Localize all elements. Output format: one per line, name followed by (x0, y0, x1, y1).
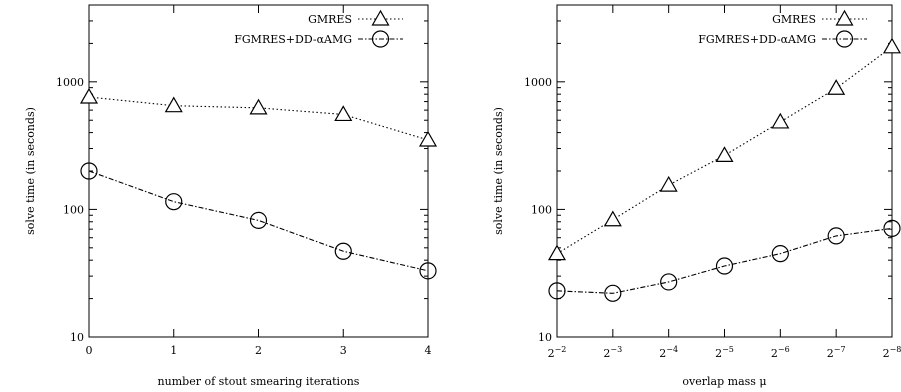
y-tick-label: 100 (63, 203, 84, 216)
series-line-fgmres-dd-amg (88, 170, 429, 272)
x-tick-label: 2−3 (603, 345, 622, 360)
data-point-gmres (659, 175, 678, 192)
x-tick-label: 2−5 (715, 345, 734, 360)
x-tick-label: 2−8 (883, 345, 901, 360)
legend-label: GMRES (308, 13, 352, 26)
y-tick-label: 1000 (524, 76, 552, 89)
plot-frame (88, 4, 429, 338)
data-point-gmres (164, 96, 183, 113)
legend-marker (835, 30, 854, 48)
data-point-fgmres-dd-amg (334, 242, 352, 260)
series-line-gmres (88, 96, 429, 141)
data-point-fgmres-dd-amg (419, 262, 437, 280)
x-tick-label: 1 (170, 344, 177, 357)
data-point-gmres (603, 210, 622, 227)
data-point-fgmres-dd-amg (604, 284, 622, 302)
x-tick-label: 2−6 (771, 345, 790, 360)
chart-right-overlap-mass: 10 100 1000 2−2 2−3 2−4 2−5 2−6 2−7 2−8 overlap ma… (492, 4, 901, 388)
data-point-gmres (547, 244, 567, 261)
data-point-gmres (418, 130, 438, 147)
data-point-gmres (827, 79, 846, 95)
legend-marker (371, 9, 390, 26)
data-point-fgmres-dd-amg (165, 193, 183, 211)
data-point-gmres (334, 105, 353, 122)
data-point-gmres (249, 98, 268, 115)
data-point-fgmres-dd-amg (80, 162, 98, 180)
legend-label: FGMRES+DD-αAMG (698, 33, 816, 46)
y-tick-label: 10 (538, 331, 552, 344)
x-tick-label: 2−7 (827, 345, 846, 360)
data-point-gmres (771, 112, 790, 129)
data-point-fgmres-dd-amg (660, 273, 678, 291)
data-point-gmres (882, 37, 901, 54)
x-tick-label: 2−2 (548, 345, 567, 360)
data-point-fgmres-dd-amg (883, 219, 901, 237)
legend-marker (371, 30, 390, 48)
x-tick-label: 4 (425, 344, 432, 357)
x-tick-label: 2−4 (659, 345, 678, 360)
chart-left-smearing: 10 100 1000 0 1 2 3 4 number of stout smearing i… (24, 4, 438, 388)
data-point-gmres (79, 87, 99, 104)
x-axis-label: number of stout smearing iterations (158, 375, 360, 388)
y-tick-label: 1000 (56, 76, 84, 89)
x-tick-label: 3 (340, 344, 347, 357)
y-axis-label: solve time (in seconds) (492, 107, 505, 235)
data-point-fgmres-dd-amg (827, 227, 845, 245)
data-point-fgmres-dd-amg (771, 245, 789, 263)
series-line-fgmres-dd-amg (556, 227, 893, 294)
legend-label: FGMRES+DD-αAMG (234, 33, 352, 46)
x-tick-label: 2 (255, 344, 262, 357)
y-tick-label: 10 (70, 331, 84, 344)
y-tick-label: 100 (531, 203, 552, 216)
y-axis-label: solve time (in seconds) (24, 107, 37, 235)
x-axis-label: overlap mass μ (682, 375, 766, 388)
x-tick-label: 0 (86, 344, 93, 357)
legend-marker (835, 9, 854, 26)
data-point-fgmres-dd-amg (249, 211, 268, 230)
data-point-fgmres-dd-amg (715, 257, 734, 275)
data-point-fgmres-dd-amg (548, 282, 566, 300)
legend-label: GMRES (772, 13, 816, 26)
data-point-gmres (715, 146, 734, 163)
